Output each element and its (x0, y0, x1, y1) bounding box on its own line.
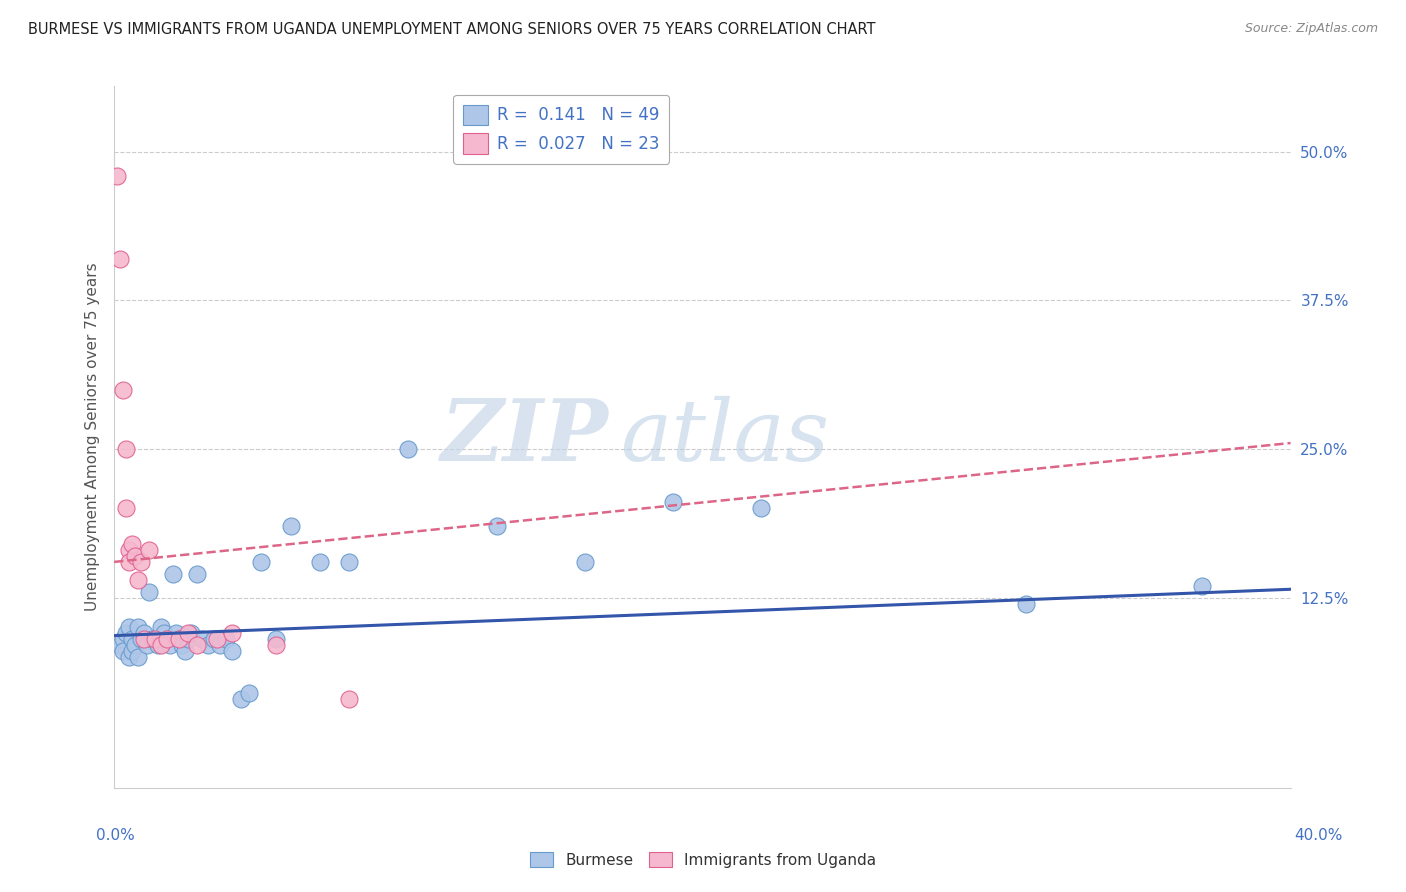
Point (118, 543, 141, 558)
Point (111, 632, 134, 647)
Point (150, 638, 173, 652)
Point (148, 638, 170, 652)
Point (167, 632, 190, 647)
Point (177, 626, 200, 640)
Point (238, 686, 260, 700)
Point (124, 549, 146, 563)
Point (173, 644, 195, 658)
Point (150, 620, 173, 634)
Point (121, 632, 143, 647)
Point (202, 632, 225, 647)
Point (156, 632, 179, 647)
Text: Source: ZipAtlas.com: Source: ZipAtlas.com (1244, 22, 1378, 36)
Point (124, 638, 146, 652)
Point (127, 573, 149, 587)
Point (127, 620, 149, 634)
Point (339, 691, 361, 706)
Text: BURMESE VS IMMIGRANTS FROM UGANDA UNEMPLOYMENT AMONG SENIORS OVER 75 YEARS CORRE: BURMESE VS IMMIGRANTS FROM UGANDA UNEMPL… (28, 22, 876, 37)
Point (132, 632, 155, 647)
Point (138, 584, 160, 599)
Point (205, 632, 228, 647)
Point (129, 555, 152, 569)
Point (129, 632, 152, 647)
Point (662, 495, 685, 509)
Point (339, 555, 361, 569)
Point (250, 555, 273, 569)
Y-axis label: Unemployment Among Seniors over 75 years: Unemployment Among Seniors over 75 years (86, 263, 100, 611)
Point (162, 566, 184, 581)
Point (159, 638, 181, 652)
Point (170, 638, 193, 652)
Text: ZIP: ZIP (440, 395, 609, 479)
Point (156, 632, 179, 647)
Point (132, 626, 155, 640)
Point (215, 632, 238, 647)
Point (209, 638, 232, 652)
Point (197, 638, 219, 652)
Point (118, 650, 141, 665)
Point (111, 383, 134, 397)
Point (221, 644, 243, 658)
Legend: Burmese, Immigrants from Uganda: Burmese, Immigrants from Uganda (524, 846, 882, 873)
Point (1191, 579, 1213, 593)
Point (264, 632, 287, 647)
Point (574, 555, 596, 569)
Point (229, 691, 252, 706)
Point (180, 626, 202, 640)
Point (121, 644, 143, 658)
Legend: R =  0.141   N = 49, R =  0.027   N = 23: R = 0.141 N = 49, R = 0.027 N = 23 (453, 95, 669, 164)
Point (1015, 597, 1038, 611)
Point (115, 442, 138, 456)
Point (108, 252, 131, 266)
Point (118, 555, 141, 569)
Point (186, 638, 208, 652)
Point (221, 626, 243, 640)
Point (396, 442, 419, 456)
Point (264, 638, 287, 652)
Point (145, 632, 167, 647)
Point (177, 632, 200, 647)
Point (309, 555, 332, 569)
Point (749, 501, 772, 516)
Point (141, 632, 163, 647)
Point (138, 543, 160, 558)
Point (153, 626, 176, 640)
Point (111, 644, 134, 658)
Point (280, 519, 302, 533)
Text: 0.0%: 0.0% (96, 828, 135, 843)
Point (108, 638, 131, 652)
Point (485, 519, 508, 533)
Point (127, 650, 149, 665)
Point (105, 169, 128, 183)
Point (115, 626, 138, 640)
Point (135, 638, 157, 652)
Point (186, 566, 208, 581)
Point (165, 626, 187, 640)
Point (191, 632, 214, 647)
Point (121, 537, 143, 551)
Text: atlas: atlas (620, 396, 830, 478)
Text: 40.0%: 40.0% (1295, 828, 1343, 843)
Point (115, 501, 138, 516)
Point (118, 620, 141, 634)
Point (167, 632, 190, 647)
